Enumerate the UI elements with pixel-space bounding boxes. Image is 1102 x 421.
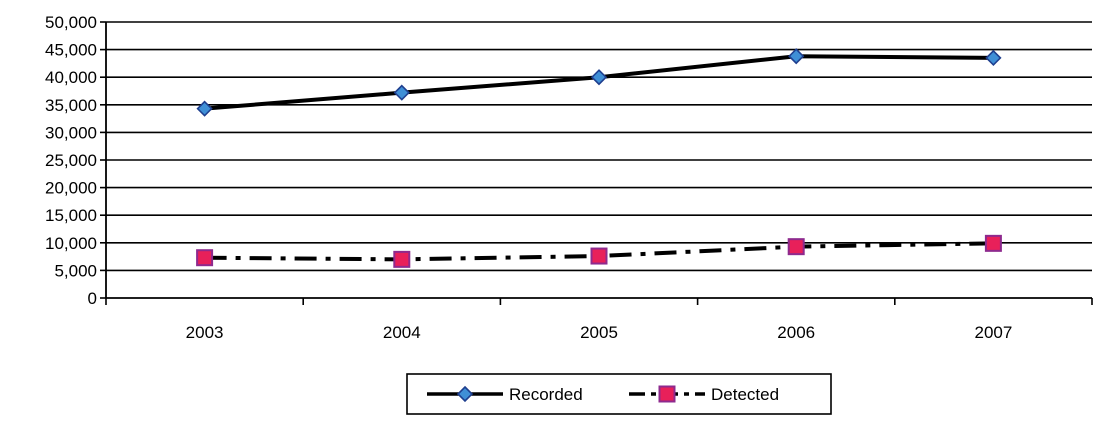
data-point-detected: [984, 234, 1002, 252]
y-tick-label: 50,000: [45, 13, 97, 32]
y-tick-label: 40,000: [45, 68, 97, 87]
y-tick-label: 15,000: [45, 206, 97, 225]
series-markers: [196, 48, 1002, 268]
x-tick-label: 2005: [580, 323, 618, 342]
data-point-detected: [196, 249, 214, 267]
legend-label-recorded: Recorded: [509, 385, 583, 404]
legend-marker-recorded: [456, 385, 474, 403]
legend-marker-detected: [658, 385, 676, 403]
data-point-recorded: [985, 49, 1002, 67]
legend-label-detected: Detected: [711, 385, 779, 404]
legend: Recorded Detected: [406, 373, 832, 415]
y-tick-label: 25,000: [45, 151, 97, 170]
data-point-recorded: [393, 84, 410, 101]
y-tick-label: 5,000: [54, 261, 97, 280]
x-tick-label: 2006: [777, 323, 815, 342]
data-point-detected: [393, 250, 411, 268]
x-axis-ticks: 2003 2004 2005 2006 2007: [105, 298, 1093, 342]
y-tick-label: 20,000: [45, 179, 97, 198]
data-point-detected: [787, 238, 805, 256]
data-point-recorded: [196, 100, 213, 117]
y-tick-label: 35,000: [45, 96, 97, 115]
y-tick-label: 30,000: [45, 123, 97, 142]
y-axis-ticks: 0 5,000 10,000 15,000 20,000 25,000 30,000 35,0…: [45, 13, 106, 308]
data-point-recorded: [590, 69, 608, 86]
x-tick-label: 2003: [186, 323, 224, 342]
series-lines: [204, 54, 994, 262]
y-tick-label: 0: [88, 289, 97, 308]
y-tick-label: 10,000: [45, 234, 97, 253]
x-tick-label: 2007: [974, 323, 1012, 342]
data-point-recorded: [788, 48, 805, 65]
data-point-detected: [590, 247, 608, 265]
y-tick-label: 45,000: [45, 41, 97, 60]
x-tick-label: 2004: [383, 323, 421, 342]
